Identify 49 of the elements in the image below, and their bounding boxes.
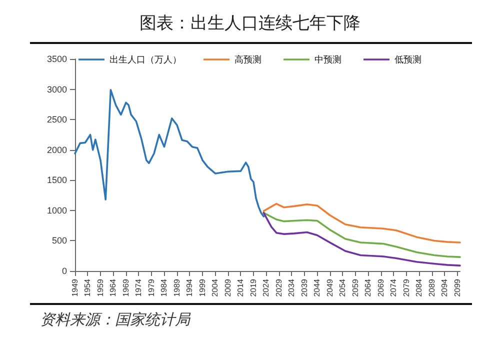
x-tick-label: 1979 xyxy=(146,278,156,297)
x-tick-label: 2074 xyxy=(389,278,398,297)
y-tick-label: 1000 xyxy=(46,205,67,216)
line-series xyxy=(262,202,461,244)
y-tick-label: 3500 xyxy=(46,54,67,64)
x-tick-label: 2064 xyxy=(364,278,373,297)
y-tick-label: 500 xyxy=(52,236,67,246)
line-series xyxy=(74,88,265,218)
x-tick-label: 1974 xyxy=(134,278,144,297)
x-tick-label: 2004 xyxy=(210,278,220,297)
x-tick-label: 2039 xyxy=(300,278,309,297)
x-tick-label: 1954 xyxy=(83,278,92,297)
text: 资料来源：国家统计局 xyxy=(40,310,191,328)
x-tick-label: 2014 xyxy=(236,278,246,297)
x-tick-label: 2084 xyxy=(414,278,424,297)
x-tick-label: 1964 xyxy=(108,278,118,297)
legend-label: 出生人口（万人） xyxy=(110,54,182,64)
x-tick-label: 1959 xyxy=(96,278,105,297)
legend-label: 中预测 xyxy=(314,54,342,64)
x-tick-label: 2029 xyxy=(274,278,284,297)
x-tick-label: 2079 xyxy=(402,278,411,297)
x-tick-label: 2094 xyxy=(440,278,450,297)
x-tick-label: 2069 xyxy=(376,278,386,297)
x-tick-label: 2054 xyxy=(338,278,348,297)
legend-label: 高预测 xyxy=(234,54,262,64)
line-series xyxy=(262,212,461,258)
x-tick-label: 2009 xyxy=(223,278,232,297)
x-tick-label: 1989 xyxy=(172,278,182,297)
y-tick-label: 2500 xyxy=(46,114,67,125)
line-series xyxy=(262,212,461,266)
x-tick-label: 2089 xyxy=(427,278,436,297)
x-tick-label: 2024 xyxy=(262,278,271,297)
x-tick-label: 1949 xyxy=(70,278,80,297)
x-tick-label: 2049 xyxy=(325,278,334,297)
x-tick-label: 2044 xyxy=(312,278,322,297)
legend-label: 低预测 xyxy=(394,54,422,64)
y-tick-label: 2000 xyxy=(46,144,67,155)
x-tick-label: 1994 xyxy=(185,278,194,297)
y-tick-label: 0 xyxy=(62,266,67,276)
x-tick-label: 2034 xyxy=(287,278,296,297)
x-tick-label: 1999 xyxy=(198,278,207,297)
x-tick-label: 2099 xyxy=(452,278,462,297)
x-tick-label: 2059 xyxy=(350,278,360,297)
chart-title: 图表：出生人口连续七年下降 xyxy=(140,14,360,34)
x-tick-label: 2019 xyxy=(248,278,258,297)
y-tick-label: 1500 xyxy=(46,175,67,186)
x-tick-label: 1984 xyxy=(160,278,169,297)
y-tick-label: 3000 xyxy=(46,84,67,94)
x-tick-label: 1969 xyxy=(121,278,130,297)
